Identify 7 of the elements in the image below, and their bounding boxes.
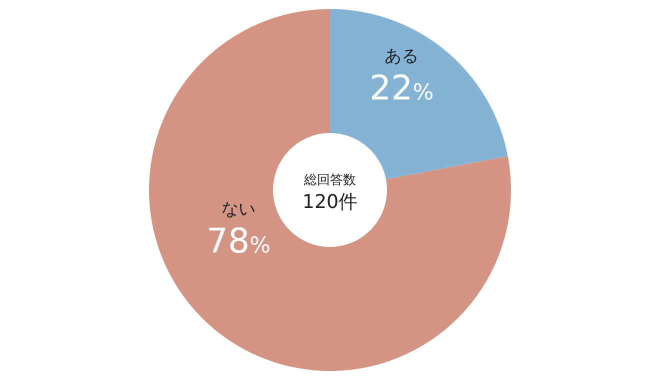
text: 120件 — [302, 191, 358, 213]
data-label: 22% — [369, 68, 434, 109]
slice-label: ある — [384, 46, 419, 67]
slice-label: ない — [221, 199, 256, 220]
donut-slice — [149, 9, 511, 371]
text: 総回答数 — [303, 173, 356, 188]
data-label: 78% — [206, 221, 271, 262]
